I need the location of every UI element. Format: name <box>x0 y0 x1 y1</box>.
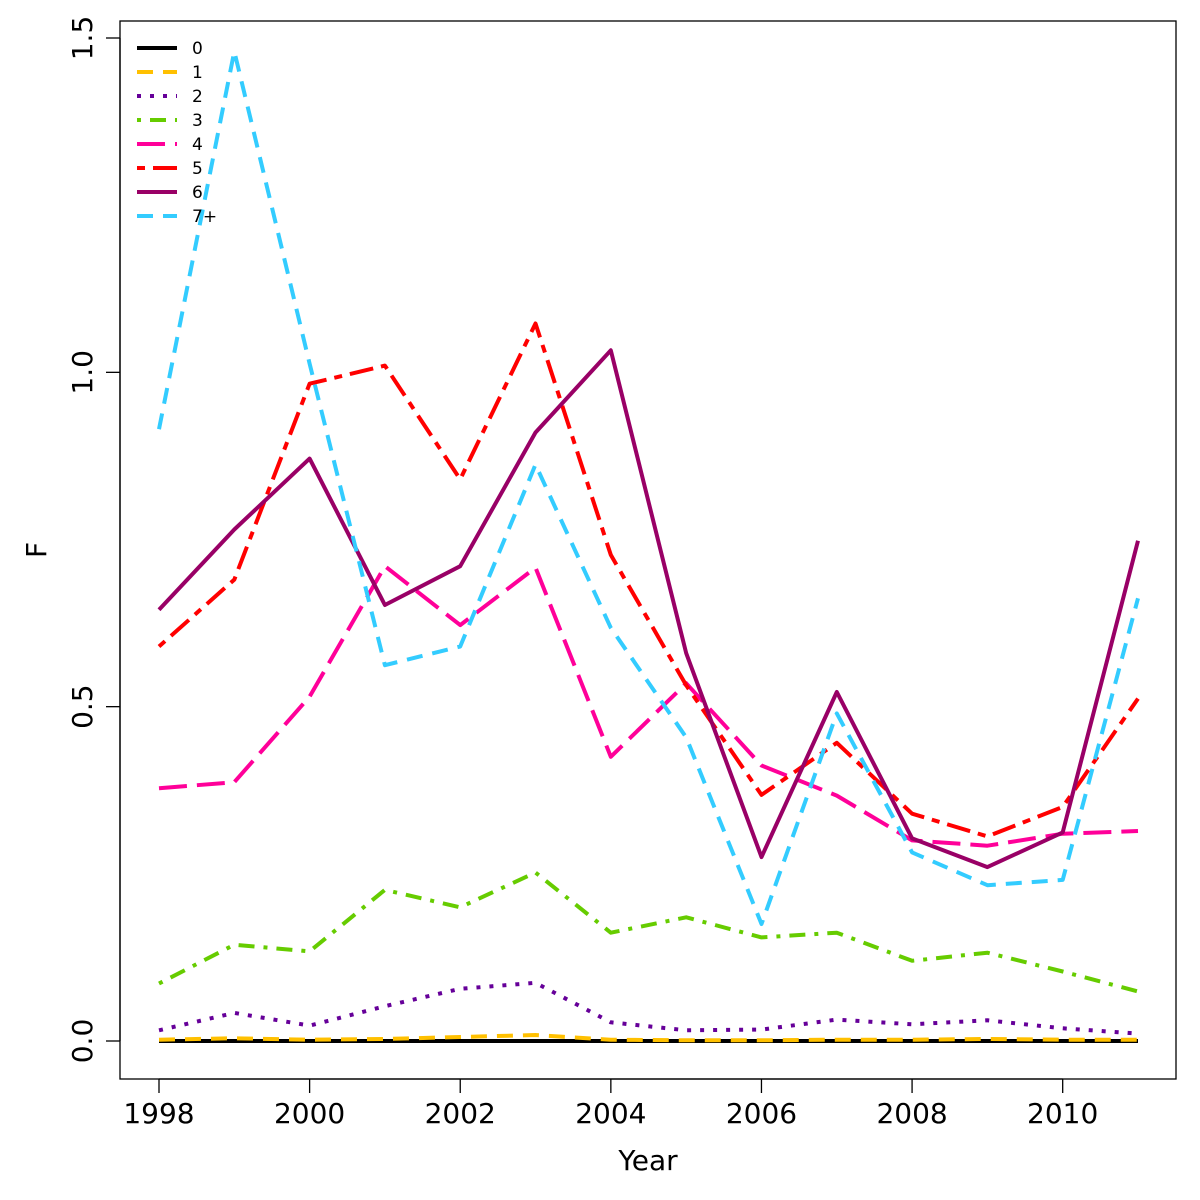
x-tick-label: 2000 <box>274 1097 345 1130</box>
legend-label: 5 <box>192 159 203 179</box>
series-line-5 <box>157 321 1140 839</box>
legend: 0 1 2 3 4 5 6 7+ <box>137 39 217 227</box>
y-tick-label: 1.5 <box>66 16 99 61</box>
y-axis-title: F <box>20 542 53 558</box>
legend-label: 6 <box>192 183 203 203</box>
y-tick-label: 1.0 <box>66 350 99 395</box>
series-line-7 <box>157 49 1140 926</box>
series-line-3 <box>158 870 1139 994</box>
series-line-4 <box>158 564 1139 848</box>
series-lines <box>157 49 1140 1043</box>
y-tick-label: 0.5 <box>66 684 99 729</box>
legend-label: 2 <box>192 87 203 107</box>
y-tick-label: 0.0 <box>66 1019 99 1064</box>
series-line-2 <box>158 980 1139 1036</box>
series-line-1 <box>158 1033 1138 1043</box>
x-tick-label: 1998 <box>123 1097 194 1130</box>
x-tick-label: 2008 <box>876 1097 947 1130</box>
legend-label: 4 <box>192 135 203 155</box>
x-axis-title: Year <box>617 1144 678 1177</box>
legend-label: 1 <box>192 63 203 83</box>
legend-label: 7+ <box>192 207 217 227</box>
legend-label: 3 <box>192 111 203 131</box>
legend-label: 0 <box>192 39 203 59</box>
x-tick-label: 2010 <box>1027 1097 1098 1130</box>
x-axis: 1998 2000 2002 2004 2006 2008 2010 <box>123 1078 1098 1130</box>
series-line-6 <box>157 348 1140 870</box>
y-axis: 0.0 0.5 1.0 1.5 <box>66 16 121 1064</box>
x-tick-label: 2002 <box>425 1097 496 1130</box>
x-tick-label: 2006 <box>726 1097 797 1130</box>
x-tick-label: 2004 <box>575 1097 646 1130</box>
plot-frame <box>119 20 1177 1080</box>
